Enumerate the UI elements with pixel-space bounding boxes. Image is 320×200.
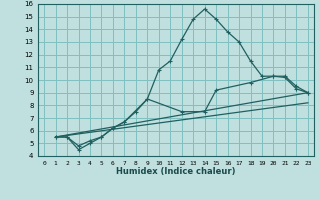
X-axis label: Humidex (Indice chaleur): Humidex (Indice chaleur)	[116, 167, 236, 176]
